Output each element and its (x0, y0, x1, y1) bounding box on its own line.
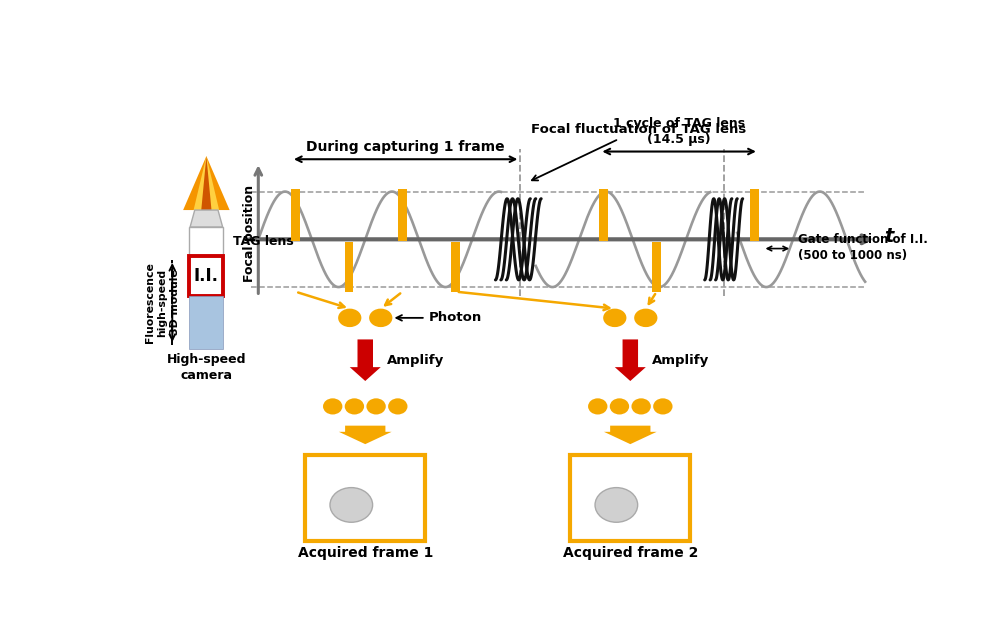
Ellipse shape (369, 309, 392, 327)
Ellipse shape (330, 488, 373, 522)
Bar (451, 242, 460, 292)
Text: t: t (885, 227, 894, 246)
Bar (291, 188, 300, 241)
Text: Amplify: Amplify (652, 354, 709, 366)
Polygon shape (201, 156, 211, 210)
Ellipse shape (603, 309, 626, 327)
Text: 1 cycle of TAG lens
(14.5 μs): 1 cycle of TAG lens (14.5 μs) (613, 117, 745, 146)
Bar (652, 242, 661, 292)
Text: Gate function of I.I.
(500 to 1000 ns): Gate function of I.I. (500 to 1000 ns) (798, 233, 928, 261)
Text: During capturing 1 frame: During capturing 1 frame (306, 140, 505, 154)
Bar (189, 296, 223, 349)
Ellipse shape (610, 398, 629, 415)
Bar (398, 188, 407, 241)
Ellipse shape (631, 398, 651, 415)
Bar (345, 242, 353, 292)
Text: TAG lens: TAG lens (233, 235, 293, 248)
Text: Photon: Photon (429, 311, 482, 325)
Polygon shape (194, 156, 219, 210)
Text: Focal position: Focal position (242, 184, 256, 281)
FancyArrow shape (615, 339, 646, 381)
Polygon shape (183, 156, 230, 210)
Text: Fluorescence
high-speed
3D module: Fluorescence high-speed 3D module (145, 262, 180, 343)
Bar (570, 455, 690, 541)
Bar (189, 227, 223, 256)
Ellipse shape (634, 309, 657, 327)
Polygon shape (190, 210, 223, 227)
Bar (305, 455, 425, 541)
Ellipse shape (366, 398, 386, 415)
Text: I.I.: I.I. (194, 268, 219, 285)
Ellipse shape (345, 398, 364, 415)
Bar (189, 256, 223, 296)
FancyArrow shape (604, 425, 657, 444)
Ellipse shape (388, 398, 407, 415)
Text: Acquired frame 1: Acquired frame 1 (298, 546, 433, 560)
Text: Acquired frame 2: Acquired frame 2 (563, 546, 698, 560)
Ellipse shape (595, 488, 638, 522)
FancyArrow shape (350, 339, 381, 381)
Ellipse shape (653, 398, 673, 415)
Bar (599, 188, 608, 241)
Text: Focal fluctuation of TAG lens: Focal fluctuation of TAG lens (531, 123, 746, 181)
FancyArrow shape (339, 425, 392, 444)
Bar (750, 188, 759, 241)
Text: Amplify: Amplify (387, 354, 444, 366)
Ellipse shape (338, 309, 361, 327)
Text: High-speed
camera: High-speed camera (167, 353, 246, 382)
Ellipse shape (588, 398, 607, 415)
Ellipse shape (323, 398, 342, 415)
